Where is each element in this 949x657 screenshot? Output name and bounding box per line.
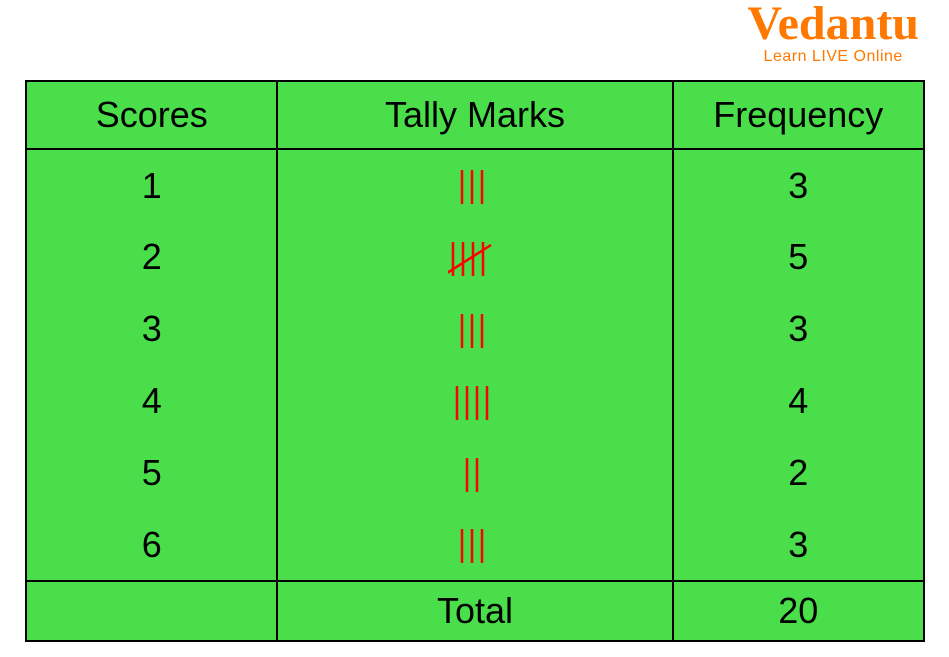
frequency-cell: 2 <box>673 437 924 509</box>
frequency-cell: 4 <box>673 365 924 437</box>
total-value: 20 <box>673 581 924 641</box>
frequency-cell: 3 <box>673 149 924 221</box>
header-row: Scores Tally Marks Frequency <box>26 81 924 149</box>
score-cell: 1 <box>26 149 277 221</box>
header-frequency: Frequency <box>673 81 924 149</box>
score-cell: 4 <box>26 365 277 437</box>
logo-name: Vedantu <box>747 0 919 48</box>
table-row: 52 <box>26 437 924 509</box>
table: Scores Tally Marks Frequency 13253344526… <box>25 80 925 642</box>
tally-cell <box>277 437 672 509</box>
total-empty <box>26 581 277 641</box>
header-scores: Scores <box>26 81 277 149</box>
tally-cell <box>277 149 672 221</box>
score-cell: 5 <box>26 437 277 509</box>
brand-logo: Vedantu Learn LIVE Online <box>747 0 919 66</box>
frequency-table: Scores Tally Marks Frequency 13253344526… <box>25 80 925 642</box>
total-row: Total 20 <box>26 581 924 641</box>
tally-cell <box>277 221 672 293</box>
tally-cell <box>277 293 672 365</box>
score-cell: 2 <box>26 221 277 293</box>
total-label: Total <box>277 581 672 641</box>
score-cell: 6 <box>26 509 277 581</box>
table-row: 13 <box>26 149 924 221</box>
frequency-cell: 3 <box>673 509 924 581</box>
table-row: 63 <box>26 509 924 581</box>
table-row: 25 <box>26 221 924 293</box>
table-row: 33 <box>26 293 924 365</box>
score-cell: 3 <box>26 293 277 365</box>
table-row: 44 <box>26 365 924 437</box>
logo-tagline: Learn LIVE Online <box>747 48 919 66</box>
frequency-cell: 5 <box>673 221 924 293</box>
tally-cell <box>277 509 672 581</box>
header-tally: Tally Marks <box>277 81 672 149</box>
tally-cell <box>277 365 672 437</box>
frequency-cell: 3 <box>673 293 924 365</box>
